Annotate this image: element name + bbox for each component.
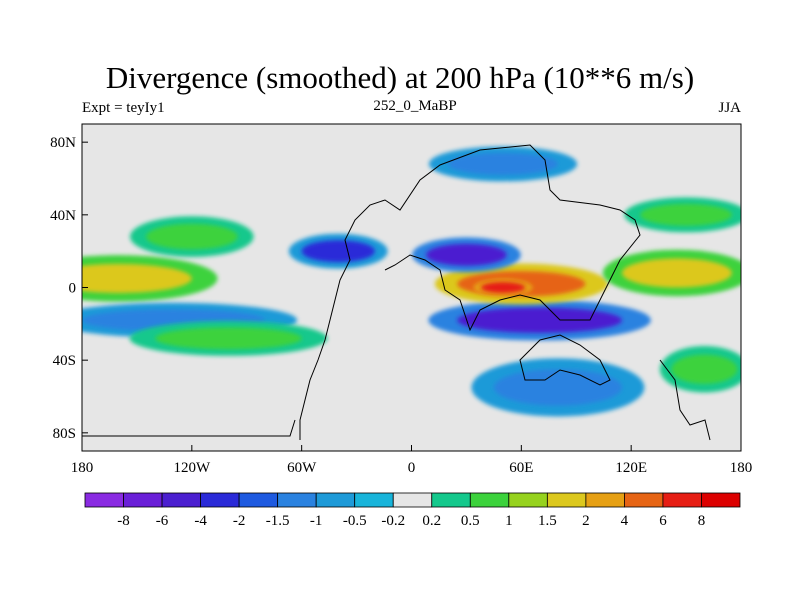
y-tick-label: 40S bbox=[53, 353, 76, 369]
experiment-label: Expt = teyIy1 bbox=[82, 100, 165, 116]
colorbar-label: 0.5 bbox=[461, 513, 480, 529]
contour-region-tropical-divergence-core bbox=[481, 282, 525, 293]
contour-region-tropical-divergence-west-pacific bbox=[622, 258, 732, 288]
colorbar-label: -4 bbox=[194, 513, 207, 529]
x-tick-label: 60W bbox=[287, 460, 317, 476]
x-tick-label: 0 bbox=[408, 460, 416, 476]
run-label: 252_0_MaBP bbox=[373, 98, 457, 114]
contour-region-north-pacific-divergence bbox=[146, 223, 238, 250]
contour-region-southern-ocean-convergence bbox=[493, 369, 623, 406]
contour-region-southern-divergence-band bbox=[155, 327, 302, 350]
colorbar-label: 6 bbox=[659, 513, 667, 529]
contour-region-extratropical-north-divergence bbox=[640, 203, 732, 226]
colorbar-swatch bbox=[392, 492, 433, 508]
colorbar-swatch bbox=[546, 492, 587, 508]
colorbar-swatch bbox=[84, 492, 124, 508]
season-label: JJA bbox=[718, 100, 741, 116]
colorbar-label: -0.5 bbox=[343, 513, 367, 529]
y-tick-label: 40N bbox=[50, 208, 76, 224]
colorbar-swatch bbox=[585, 492, 625, 508]
contour-region-tropical-divergence-east-pacific bbox=[82, 263, 192, 293]
colorbar-label: -1.5 bbox=[266, 513, 290, 529]
colorbar-swatch bbox=[701, 492, 741, 508]
x-tick-label: 120E bbox=[615, 460, 647, 476]
colorbar-swatch bbox=[469, 492, 510, 508]
colorbar-swatch bbox=[123, 492, 163, 508]
colorbar-swatch bbox=[431, 492, 471, 508]
colorbar-swatch bbox=[354, 492, 394, 508]
contour-region-northern-convergence-central bbox=[426, 243, 507, 266]
colorbar-swatch bbox=[508, 492, 548, 508]
x-tick-label: 120W bbox=[173, 460, 211, 476]
y-tick-label: 80N bbox=[50, 135, 76, 151]
colorbar-label: 0.2 bbox=[422, 513, 441, 529]
colorbar-label: 8 bbox=[698, 513, 706, 529]
colorbar-label: -6 bbox=[156, 513, 169, 529]
chart-title: Divergence (smoothed) at 200 hPa (10**6 … bbox=[105, 60, 695, 95]
colorbar-label: 1 bbox=[505, 513, 513, 529]
colorbar-swatch bbox=[662, 492, 702, 508]
colorbar-swatch bbox=[277, 492, 317, 508]
contour-region-south-pacific-divergence bbox=[671, 354, 738, 384]
x-axis: 180 120W 60W 0 60E 120E 180 bbox=[71, 445, 753, 476]
colorbar-swatch bbox=[624, 492, 664, 508]
colorbar-label: -2 bbox=[233, 513, 246, 529]
y-axis: 80N 40N 0 40S 80S bbox=[50, 135, 88, 442]
colorbar-label: -1 bbox=[310, 513, 323, 529]
x-tick-label: 60E bbox=[509, 460, 533, 476]
colorbar-label: 4 bbox=[621, 513, 629, 529]
contour-region-southern-convergence-band bbox=[457, 307, 623, 333]
contour-region-arctic-convergence bbox=[448, 153, 558, 175]
colorbar-label: 1.5 bbox=[538, 513, 557, 529]
colorbar-swatch bbox=[161, 492, 201, 508]
colorbar-label: -8 bbox=[117, 513, 130, 529]
y-tick-label: 0 bbox=[69, 281, 77, 297]
colorbar-label: -0.2 bbox=[381, 513, 405, 529]
colorbar: -8 -6 -4 -2 -1.5 -1 -0.5 -0.2 0.2 0.5 1 1.5 2 4 6 8 bbox=[84, 492, 741, 529]
colorbar-swatch bbox=[238, 492, 279, 508]
colorbar-label: 2 bbox=[582, 513, 590, 529]
contour-region-northern-convergence-atlantic bbox=[301, 240, 375, 263]
y-tick-label: 80S bbox=[53, 426, 76, 442]
contour-fill-layer bbox=[82, 146, 741, 417]
x-tick-label: 180 bbox=[730, 460, 753, 476]
colorbar-swatch bbox=[315, 492, 356, 508]
x-tick-label: 180 bbox=[71, 460, 94, 476]
colorbar-swatch bbox=[200, 492, 240, 508]
continent-outlines bbox=[82, 144, 711, 441]
